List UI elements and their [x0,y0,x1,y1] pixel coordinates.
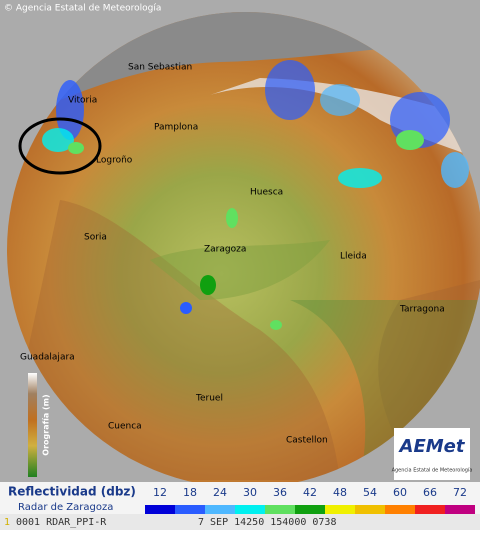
legend-swatch [445,505,475,514]
annotation-ellipse [18,117,102,175]
legend-swatch [145,505,175,514]
legend-swatch [385,505,415,514]
city-label: Lleida [340,252,367,262]
legend-step-label: 66 [423,486,437,499]
legend-step-label: 48 [333,486,347,499]
logo-box [394,428,470,480]
city-label: Huesca [250,188,283,198]
legend-swatch [295,505,325,514]
legend-swatch [175,505,205,514]
city-label: Guadalajara [20,353,75,363]
legend-swatch [235,505,265,514]
legend-step-label: 42 [303,486,317,499]
city-label: Pamplona [154,123,198,133]
legend-step-label: 24 [213,486,227,499]
legend-swatch [265,505,295,514]
city-label: Zaragoza [204,245,246,255]
orography-title: Orografía (m) [42,394,51,455]
legend-step-label: 12 [153,486,167,499]
legend-steps: 12 18 24 30 36 42 48 54 60 66 72 [145,486,475,514]
copyright: © Agencia Estatal de Meteorología [4,4,161,14]
legend-swatch [415,505,445,514]
city-label: San Sebastian [128,63,192,73]
city-label: Tarragona [399,305,445,315]
legend-subtitle: Radar de Zaragoza [18,502,113,513]
legend-step-label: 54 [363,486,377,499]
legend-step-label: 36 [273,486,287,499]
status-bar [0,514,480,530]
legend-swatch [205,505,235,514]
logo-subtitle: Agencia Estatal de Meteorología [392,467,473,474]
orography-scale: Orografía (m) [28,373,51,477]
status-product: 0001 RDAR_PPI-R [16,517,107,528]
legend-swatch [355,505,385,514]
logo-name: AEMet [398,436,466,457]
legend-swatch [325,505,355,514]
legend-step-label: 60 [393,486,407,499]
status-index: 1 [4,517,10,528]
status-time: 7 SEP 14250 154000 0738 [198,517,336,528]
city-label: Vitoria [68,96,97,106]
legend-step-label: 30 [243,486,257,499]
legend-title: Reflectividad (dbz) [8,485,136,499]
city-label: Cuenca [108,422,142,432]
radar-echoes [42,60,469,330]
city-label: Teruel [195,394,223,404]
city-label: Castellon [286,436,328,446]
legend-step-label: 18 [183,486,197,499]
city-labels: San Sebastian Vitoria Logroño Pamplona H… [20,63,445,446]
aemet-logo: AEMet Agencia Estatal de Meteorología [392,428,473,480]
city-label: Soria [84,233,107,243]
city-label: Logroño [96,156,133,166]
legend-step-label: 72 [453,486,467,499]
orography-bar [28,373,37,477]
